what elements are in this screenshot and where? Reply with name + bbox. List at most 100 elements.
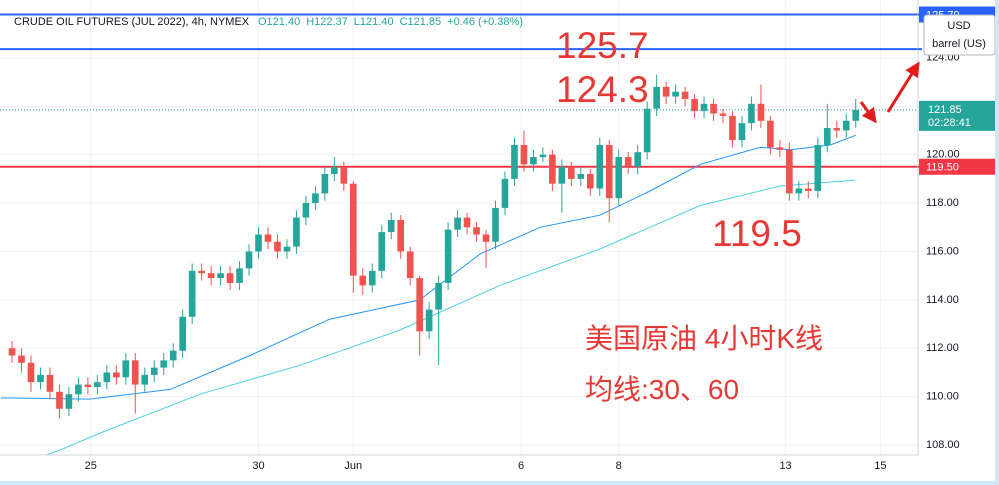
candle-body [823,128,831,145]
candle-body [150,367,158,375]
candle-body [653,86,660,109]
candle-body [293,217,300,247]
arrow [886,61,920,113]
candle-body [568,166,575,179]
x-tick-label: 8 [616,460,622,472]
candle-body [842,120,850,131]
y-tick-label: 114.00 [926,294,959,306]
candle-body [681,91,689,99]
candle-body [786,149,793,194]
candle-body [255,234,262,252]
candle-body [274,241,281,252]
header-value: O121.40 [258,16,300,28]
price-badge [919,100,995,131]
candle-body [444,229,452,283]
candle-body [94,382,101,387]
candle-body [577,174,585,179]
candle-body [226,273,234,283]
candle-body [615,157,623,199]
candle-body [264,234,272,242]
price-badge-label: 121.85 [928,104,962,116]
candle-body [454,217,461,230]
candle-body [530,157,537,165]
candle-body [805,188,812,191]
y-tick-label: 116.00 [926,245,959,257]
chart-title: CRUDE OIL FUTURES (JUL 2022), 4h, NYMEX [14,16,250,28]
candle-body [331,166,338,175]
candle-body [776,147,784,150]
candle-body [511,144,518,179]
candle-body [103,372,111,383]
x-tick-label: 13 [779,460,791,472]
candle-body [814,144,822,191]
candle-body [710,103,717,114]
candle-body [634,152,642,167]
candle-body [188,270,196,317]
candle-body [217,273,224,279]
arrow [859,101,877,124]
annotation: 119.5 [712,213,802,254]
candle-body [283,246,291,252]
candle-body [492,207,499,242]
candle-body [236,268,243,283]
candle-body [406,251,414,279]
candle-body [738,123,746,141]
y-tick-label: 118.00 [926,197,959,209]
candle-body [122,360,130,378]
x-tick-label: 6 [518,460,524,472]
countdown: 02:28:41 [928,117,971,129]
candle-body [46,374,54,392]
candle-body [729,115,736,141]
candle-body [605,144,613,199]
candle-body [169,350,177,361]
candle-body [662,86,670,97]
x-tick-label: 25 [85,460,97,472]
plot-area [0,13,918,455]
candle-body [160,360,168,368]
currency: USD [947,20,970,32]
candle-body [112,372,120,378]
candle-body [141,374,149,385]
annotation: 均线:30、60 [585,374,739,405]
candle-body [757,103,765,121]
candle-body [586,174,594,189]
header-value: H122.37 [306,16,348,28]
candle-body [65,394,73,409]
candle-body [767,120,774,148]
candle-body [302,203,310,218]
y-tick-label: 110.00 [926,391,959,403]
x-tick-label: Jun [344,460,362,472]
annotation: 124.3 [556,69,649,110]
candle-body [748,103,755,124]
candle-body [539,154,547,158]
candle-body [463,217,471,228]
candle-body [8,348,16,356]
candle-body [795,188,803,194]
annotation: 125.7 [556,25,649,66]
candle-body [349,183,357,276]
unit: barrel (US) [932,38,986,50]
header-value: C121.85 [400,16,442,28]
price-badge-label: 119.50 [926,162,959,174]
candle-body [131,360,139,385]
candle-body [425,309,433,332]
candle-body [359,275,367,286]
candle-body [833,128,841,131]
candle-body [416,278,423,332]
candle-body [387,219,395,233]
candle-body [672,91,679,97]
candle-body [245,251,253,269]
candle-body [84,384,92,387]
candle-body [558,166,566,184]
candle-body [482,234,490,242]
header-value: +0.46 (+0.38%) [447,16,523,28]
candle-body [198,270,205,274]
candle-body [378,232,386,271]
candle-body [624,157,632,167]
candle-body [75,384,82,395]
price-badge [919,158,995,175]
candle-body [596,144,604,189]
x-tick-label: 15 [874,460,886,472]
candle-body [56,391,63,409]
